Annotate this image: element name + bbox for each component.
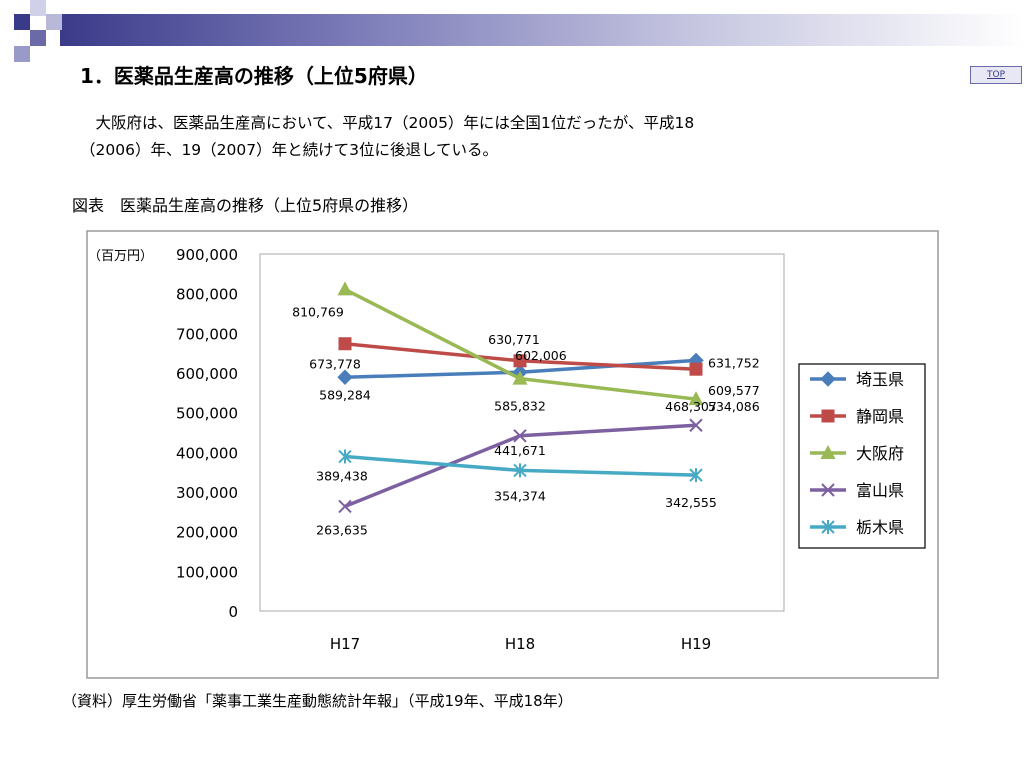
legend-box [798, 363, 926, 549]
y-tick-label: 200,000 [176, 524, 238, 542]
legend-label: 大阪府 [856, 444, 904, 463]
x-tick-label: H17 [330, 635, 360, 653]
data-label: 468,307 [665, 399, 717, 414]
header-square [30, 30, 46, 46]
data-point [689, 418, 703, 432]
y-tick-label: 500,000 [176, 405, 238, 423]
data-point [688, 391, 704, 406]
data-point [513, 354, 527, 368]
page-title: 1．医薬品生産高の推移（上位5府県） [80, 64, 428, 88]
data-label: 673,778 [309, 357, 361, 372]
data-point [338, 499, 352, 514]
data-point [338, 449, 352, 464]
legend-label: 静岡県 [856, 407, 904, 426]
data-label: 609,577 [708, 383, 760, 398]
header-square [14, 14, 30, 30]
description-paragraph: 大阪府は、医薬品生産高において、平成17（2005）年には全国1位だったが、平成… [80, 110, 910, 164]
data-label: 342,555 [665, 495, 717, 510]
data-point [513, 463, 527, 478]
y-tick-label: 900,000 [176, 246, 238, 264]
data-label: 534,086 [708, 399, 760, 414]
paragraph-line: 大阪府は、医薬品生産高において、平成17（2005）年には全国1位だったが、平成… [80, 114, 695, 132]
data-point [337, 281, 353, 296]
legend-label: 埼玉県 [856, 370, 904, 389]
y-tick-label: 400,000 [176, 444, 238, 462]
y-tick-label: 600,000 [176, 365, 238, 383]
data-label: 631,752 [708, 355, 760, 370]
header-square [30, 0, 46, 16]
legend-marker [820, 445, 836, 459]
data-point [689, 362, 703, 376]
y-tick-label: 700,000 [176, 325, 238, 343]
legend-marker [820, 371, 836, 387]
data-label: 389,438 [316, 469, 368, 484]
data-point [337, 369, 353, 385]
legend-label: 栃木県 [856, 518, 904, 537]
line-chart: 0 100,000 200,000 300,000 400,000 500,000 600,… [86, 230, 939, 679]
data-label: 602,006 [515, 348, 567, 363]
x-tick-label: H19 [681, 635, 711, 653]
y-tick-label: 300,000 [176, 484, 238, 502]
data-point [689, 468, 703, 483]
legend-marker [821, 409, 835, 423]
header-square [46, 14, 62, 30]
header-square [14, 46, 30, 62]
source-note: （資料）厚生労働省「薬事工業生産動態統計年報」（平成19年、平成18年） [62, 692, 573, 710]
legend-label: 富山県 [856, 481, 904, 500]
data-point [513, 429, 527, 443]
top-link-button[interactable]: TOP [970, 66, 1022, 84]
data-label: 354,374 [494, 488, 546, 503]
data-label: 441,671 [494, 443, 546, 458]
paragraph-line: （2006）年、19（2007）年と続けて3位に後退している。 [80, 141, 499, 159]
header-gradient-band [60, 14, 1024, 46]
data-label: 810,769 [292, 304, 344, 319]
y-unit-label: （百万円） [88, 249, 153, 264]
data-label: 263,635 [316, 522, 368, 537]
data-point [512, 370, 528, 385]
data-point [338, 337, 352, 351]
legend-marker [821, 520, 835, 534]
data-label: 630,771 [488, 332, 540, 347]
data-label: 585,832 [494, 399, 546, 414]
legend-marker [821, 483, 835, 497]
y-tick-label: 0 [228, 603, 238, 621]
figure-caption: 図表 医薬品生産高の推移（上位5府県の推移） [72, 196, 419, 215]
y-tick-label: 800,000 [176, 286, 238, 304]
x-tick-label: H18 [505, 635, 535, 653]
data-label: 589,284 [319, 387, 371, 402]
y-tick-label: 100,000 [176, 563, 238, 581]
